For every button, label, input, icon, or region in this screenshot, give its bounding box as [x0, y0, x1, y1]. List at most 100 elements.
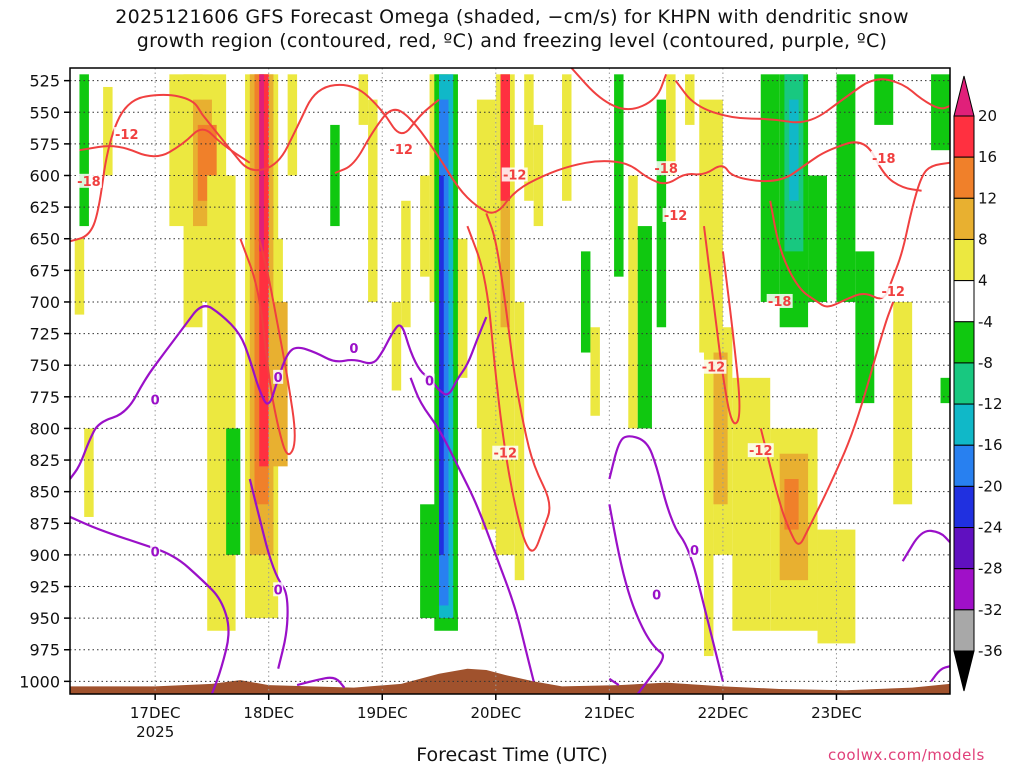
omega-cell — [330, 124, 340, 227]
colorbar-label: -16 — [978, 436, 1003, 454]
freezing-contour-label-bg — [273, 582, 284, 597]
dgz-contour-label: -12 — [389, 143, 413, 158]
freezing-contour-label-bg — [150, 544, 161, 559]
y-tick-label: 550 — [29, 103, 60, 122]
y-tick-label: 725 — [29, 325, 60, 344]
dgz-contour-line — [570, 68, 668, 111]
x-axis-title: Forecast Time (UTC) — [416, 744, 608, 766]
dgz-contour-label: -12 — [749, 444, 773, 459]
dgz-contour-line — [759, 301, 895, 545]
omega-cell — [401, 200, 411, 328]
freezing-contour-label: 0 — [652, 588, 661, 603]
x-tick-label: 17DEC — [130, 704, 181, 722]
dgz-contour-label-bg — [75, 173, 102, 188]
dgz-contour-label-bg — [501, 167, 528, 182]
y-tick-label: 975 — [29, 641, 60, 660]
colorbar: 20 16 12 8 4 -4 -8 -12 -16 -20 -24 -28 -32 -36 — [953, 75, 1003, 692]
dgz-contour-label-bg — [492, 445, 519, 460]
colorbar-bottom-arrow — [953, 650, 975, 692]
x-tick-label: 21DEC — [584, 704, 635, 722]
omega-cell — [500, 74, 510, 201]
colorbar-label: -8 — [978, 354, 993, 372]
freezing-contour-label-bg — [651, 587, 662, 602]
freezing-contour-line — [409, 377, 535, 682]
dgz-contour-line — [769, 161, 950, 308]
omega-cell — [74, 238, 85, 315]
colorbar-label: -24 — [978, 519, 1003, 537]
dgz-contour-line — [334, 108, 922, 214]
x-tick-label: 22DEC — [698, 704, 749, 722]
terrain-area — [70, 668, 950, 694]
y-tick-label: 875 — [29, 514, 60, 533]
colorbar-bin — [953, 485, 975, 529]
dgz-contour-label: -12 — [115, 128, 139, 143]
colorbar-bin — [953, 115, 975, 158]
freezing-contour-line — [608, 504, 665, 694]
x-tick-label: 19DEC — [357, 704, 408, 722]
freezing-contour-label: 0 — [151, 394, 160, 409]
y-tick-label: 625 — [29, 198, 60, 217]
dgz-contour-label: -18 — [872, 152, 896, 167]
y-tick-label: 750 — [29, 356, 60, 375]
freezing-contour-line — [608, 677, 620, 687]
omega-cell — [524, 74, 534, 201]
dgz-contour-label: -12 — [702, 361, 726, 376]
freezing-contour-line — [608, 435, 724, 682]
freezing-contour-label-bg — [273, 369, 284, 384]
omega-cell — [940, 377, 950, 404]
grid-layer — [70, 68, 950, 694]
colorbar-label: -32 — [978, 601, 1003, 619]
freezing-contour-label: 0 — [274, 371, 283, 386]
dgz-contour-label: -18 — [654, 162, 678, 177]
omega-cell — [656, 99, 667, 328]
dgz-contour-label: -12 — [503, 168, 527, 183]
colorbar-bin — [953, 403, 975, 446]
y-tick-label: 525 — [29, 72, 60, 91]
omega-cell — [420, 175, 430, 277]
omega-cell — [207, 175, 236, 631]
colorbar-bin — [953, 527, 975, 570]
colorbar-bin — [953, 156, 975, 199]
freezing-contour-label-bg — [424, 373, 435, 388]
freezing-contour-label: 0 — [274, 583, 283, 598]
omega-cell — [562, 74, 572, 201]
dgz-contour-line — [201, 83, 440, 172]
omega-cell — [855, 251, 875, 404]
colorbar-bin — [953, 197, 975, 240]
dgz-contour-label-bg — [870, 151, 897, 166]
colorbar-label: 20 — [978, 107, 997, 125]
colorbar-label: 12 — [978, 189, 997, 207]
y-tick-label: 900 — [29, 546, 60, 565]
dgz-contour-label: -12 — [664, 209, 688, 224]
omega-cell — [760, 74, 780, 302]
dendritic-growth-contours — [70, 68, 950, 552]
credit-text: coolwx.com/models — [828, 746, 985, 764]
omega-cell — [666, 74, 676, 176]
dgz-contour-label-bg — [700, 359, 727, 374]
y-tick-label: 1000 — [19, 672, 60, 691]
colorbar-label: -20 — [978, 477, 1003, 495]
dgz-contour-line — [703, 225, 741, 425]
omega-cell — [874, 74, 894, 125]
omega-cell — [614, 74, 624, 277]
dgz-contour-label-bg — [113, 127, 140, 142]
y-tick-label: 700 — [29, 293, 60, 312]
y-axis: 525 550 575 600 625 650 675 700 725 750 775 800 825 8… — [19, 72, 70, 691]
omega-cell — [637, 226, 652, 429]
colorbar-label: 16 — [978, 148, 997, 166]
omega-cell — [590, 327, 600, 416]
colorbar-bin — [953, 280, 975, 323]
omega-cell — [259, 74, 264, 252]
colorbar-bin — [953, 568, 975, 611]
omega-cell — [391, 301, 402, 391]
dgz-contour-label-bg — [747, 443, 774, 458]
dgz-contour-label: -12 — [494, 447, 518, 462]
omega-cell — [103, 86, 113, 176]
omega-cell — [457, 238, 468, 378]
freezing-contour-label-bg — [150, 392, 161, 407]
omega-cell — [703, 301, 714, 657]
y-tick-label: 925 — [29, 578, 60, 597]
freezing-contour-label-bg — [348, 340, 359, 355]
colorbar-bin — [953, 362, 975, 405]
colorbar-label: -4 — [978, 313, 993, 331]
